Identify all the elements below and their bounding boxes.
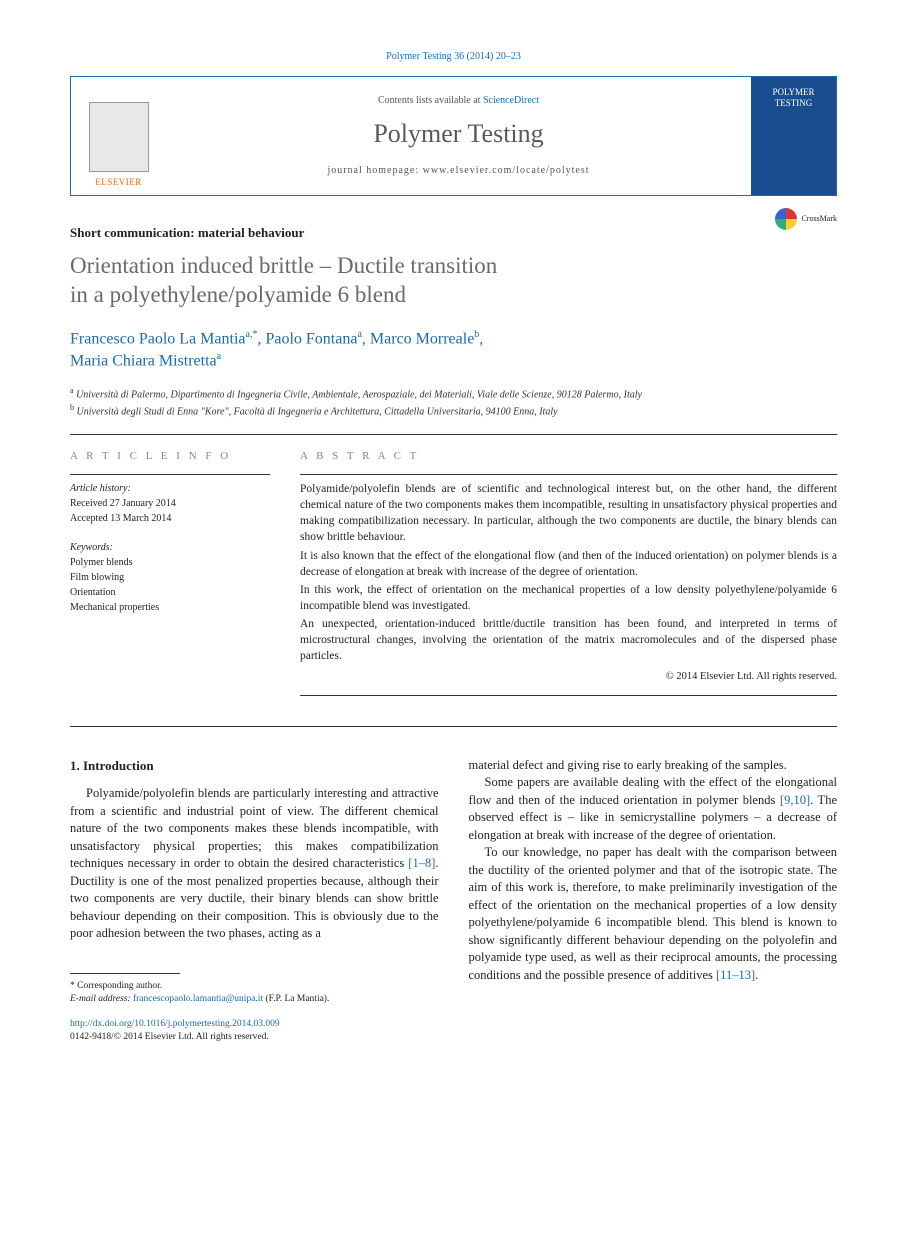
contents-line: Contents lists available at ScienceDirec…	[378, 94, 539, 108]
affiliations: a Università di Palermo, Dipartimento di…	[70, 385, 837, 420]
author-3: Marco Morreale	[370, 330, 474, 347]
keywords-label: Keywords:	[70, 540, 270, 555]
citation-9-10[interactable]: [9,10]	[780, 793, 810, 807]
email-label: E-mail address:	[70, 994, 133, 1004]
journal-name: Polymer Testing	[373, 116, 543, 152]
received-date: Received 27 January 2014	[70, 496, 270, 511]
keyword-4: Mechanical properties	[70, 600, 270, 615]
abstract-heading: A B S T R A C T	[300, 449, 837, 464]
copyright: © 2014 Elsevier Ltd. All rights reserved…	[300, 670, 837, 685]
crossmark-badge[interactable]: CrossMark	[775, 208, 837, 230]
cover-label: POLYMER TESTING	[755, 87, 832, 109]
title-line-2: in a polyethylene/polyamide 6 blend	[70, 282, 406, 307]
masthead-center: Contents lists available at ScienceDirec…	[166, 77, 751, 195]
email-link[interactable]: francescopaolo.lamantia@unipa.it	[133, 994, 263, 1004]
abstract-p1: Polyamide/polyolefin blends are of scien…	[300, 481, 837, 545]
citation-11-13[interactable]: [11–13]	[716, 968, 755, 982]
author-1: Francesco Paolo La Mantia	[70, 330, 246, 347]
doi-link[interactable]: http://dx.doi.org/10.1016/j.polymertesti…	[70, 1018, 439, 1031]
column-left: 1. Introduction Polyamide/polyolefin ble…	[70, 757, 439, 1045]
contents-prefix: Contents lists available at	[378, 95, 483, 106]
title-line-1: Orientation induced brittle – Ductile tr…	[70, 253, 497, 278]
corresponding-label: * Corresponding author.	[70, 980, 439, 993]
publisher-name: ELSEVIER	[95, 176, 142, 189]
intro-heading: 1. Introduction	[70, 757, 439, 775]
citation-1-8[interactable]: [1–8]	[408, 856, 435, 870]
author-1-affil: a,*	[246, 329, 258, 340]
abstract-p4: An unexpected, orientation-induced britt…	[300, 616, 837, 664]
doi-block: http://dx.doi.org/10.1016/j.polymertesti…	[70, 1018, 439, 1045]
journal-cover: POLYMER TESTING	[751, 77, 836, 195]
section-tag: Short communication: material behaviour	[70, 224, 837, 242]
homepage-line: journal homepage: www.elsevier.com/locat…	[327, 164, 589, 178]
col2-p2: Some papers are available dealing with t…	[469, 774, 838, 844]
affiliation-b: Università degli Studi di Enna "Kore", F…	[77, 407, 558, 418]
keyword-3: Orientation	[70, 585, 270, 600]
crossmark-label: CrossMark	[801, 213, 837, 224]
issn-copyright: 0142-9418/© 2014 Elsevier Ltd. All right…	[70, 1031, 439, 1044]
col2-p3: To our knowledge, no paper has dealt wit…	[469, 844, 838, 984]
article-info: A R T I C L E I N F O Article history: R…	[70, 449, 270, 696]
author-4: Maria Chiara Mistretta	[70, 353, 217, 370]
publisher-block: ELSEVIER	[71, 77, 166, 195]
article-title: Orientation induced brittle – Ductile tr…	[70, 252, 837, 310]
author-3-affil: b	[474, 329, 479, 340]
col2-p1: material defect and giving rise to early…	[469, 757, 838, 775]
email-suffix: (F.P. La Mantia).	[263, 994, 329, 1004]
article-info-heading: A R T I C L E I N F O	[70, 449, 270, 464]
elsevier-tree-icon	[89, 102, 149, 172]
column-right: material defect and giving rise to early…	[469, 757, 838, 1045]
journal-reference: Polymer Testing 36 (2014) 20–23	[70, 50, 837, 64]
abstract-p2: It is also known that the effect of the …	[300, 548, 837, 580]
author-2-affil: a	[357, 329, 361, 340]
keyword-1: Polymer blends	[70, 555, 270, 570]
abstract-p3: In this work, the effect of orientation …	[300, 582, 837, 614]
abstract: A B S T R A C T Polyamide/polyolefin ble…	[300, 449, 837, 696]
affiliation-a: Università di Palermo, Dipartimento di I…	[76, 389, 642, 400]
author-2: Paolo Fontana	[265, 330, 357, 347]
crossmark-icon	[775, 208, 797, 230]
body-columns: 1. Introduction Polyamide/polyolefin ble…	[70, 757, 837, 1045]
author-4-affil: a	[217, 351, 221, 362]
author-list: Francesco Paolo La Mantiaa,*, Paolo Font…	[70, 328, 837, 373]
sciencedirect-link[interactable]: ScienceDirect	[483, 95, 539, 106]
history-label: Article history:	[70, 481, 270, 496]
keyword-2: Film blowing	[70, 570, 270, 585]
accepted-date: Accepted 13 March 2014	[70, 511, 270, 526]
masthead: ELSEVIER Contents lists available at Sci…	[70, 76, 837, 196]
corresponding-footnote: * Corresponding author. E-mail address: …	[70, 980, 439, 1007]
intro-p1: Polyamide/polyolefin blends are particul…	[70, 785, 439, 943]
